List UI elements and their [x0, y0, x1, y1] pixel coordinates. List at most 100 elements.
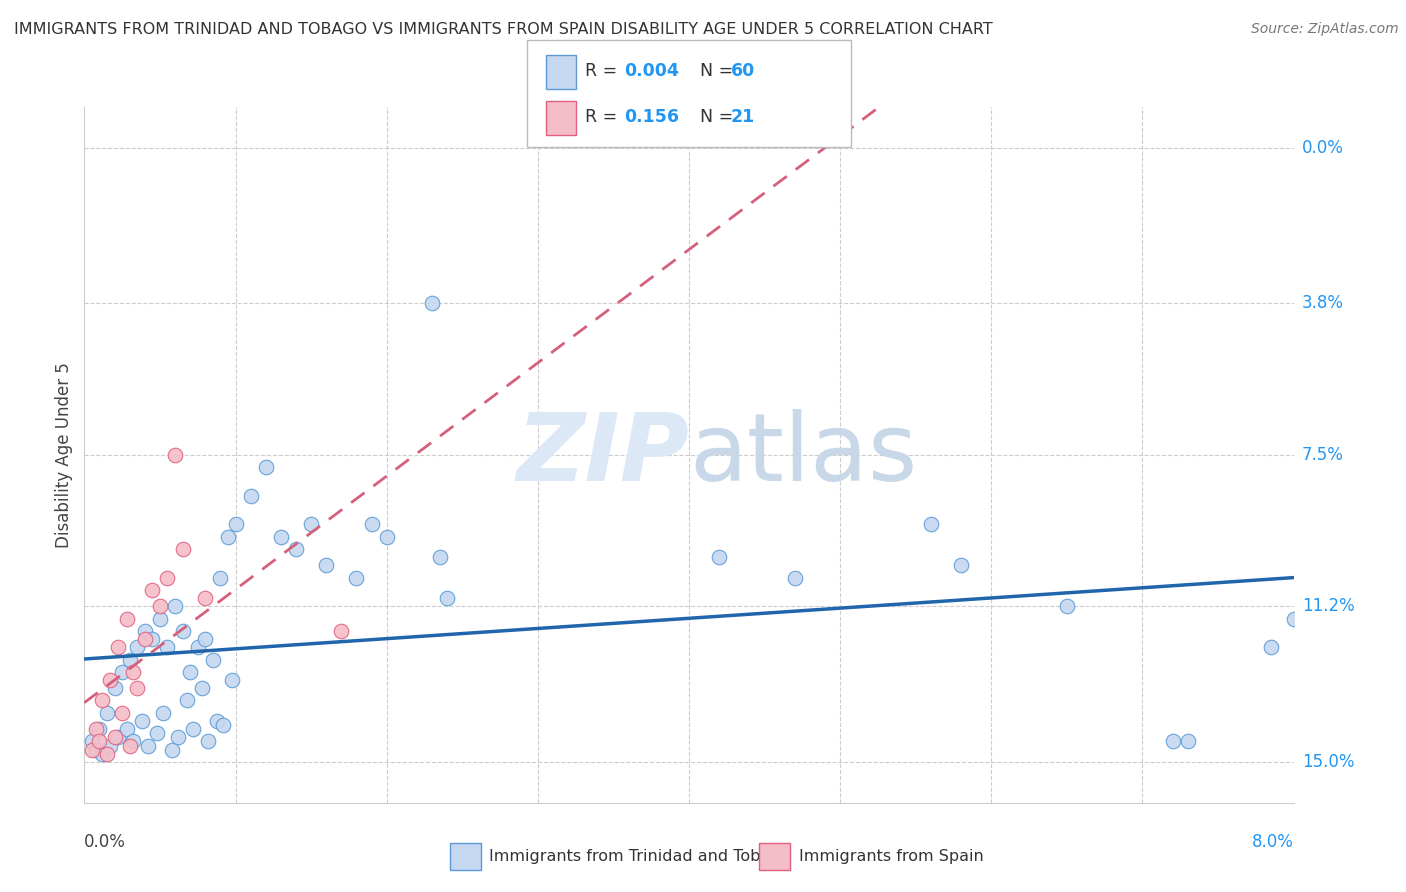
- Point: [115, 612, 138, 626]
- Point: [121, 734, 143, 748]
- Point: [107, 640, 129, 655]
- Point: [207, 714, 229, 728]
- Point: [107, 731, 129, 745]
- Text: IMMIGRANTS FROM TRINIDAD AND TOBAGO VS IMMIGRANTS FROM SPAIN DISABILITY AGE UNDE: IMMIGRANTS FROM TRINIDAD AND TOBAGO VS I…: [14, 22, 993, 37]
- Point: [225, 517, 247, 532]
- Point: [104, 731, 127, 745]
- Point: [254, 460, 277, 475]
- Point: [217, 530, 239, 544]
- Text: N =: N =: [689, 108, 738, 126]
- Point: [152, 706, 174, 720]
- Point: [127, 640, 149, 655]
- Point: [429, 550, 451, 565]
- Point: [375, 530, 398, 544]
- Text: R =: R =: [585, 108, 623, 126]
- Point: [783, 571, 806, 585]
- Point: [1177, 734, 1199, 748]
- Point: [98, 673, 121, 687]
- Point: [194, 591, 217, 606]
- Point: [89, 722, 111, 736]
- Point: [160, 742, 183, 756]
- Text: 0.0%: 0.0%: [84, 833, 127, 851]
- Text: ZIP: ZIP: [516, 409, 689, 501]
- Point: [163, 599, 186, 614]
- Point: [98, 739, 121, 753]
- Text: 15.0%: 15.0%: [1302, 753, 1354, 771]
- Point: [176, 693, 198, 707]
- Point: [950, 558, 973, 573]
- Text: Source: ZipAtlas.com: Source: ZipAtlas.com: [1251, 22, 1399, 37]
- Point: [96, 747, 118, 761]
- Text: atlas: atlas: [689, 409, 917, 501]
- Point: [149, 599, 172, 614]
- Point: [89, 734, 111, 748]
- Text: 0.156: 0.156: [624, 108, 679, 126]
- Point: [270, 530, 292, 544]
- Point: [146, 726, 169, 740]
- Point: [96, 706, 118, 720]
- Text: Immigrants from Spain: Immigrants from Spain: [799, 849, 983, 863]
- Point: [156, 571, 179, 585]
- Point: [197, 734, 219, 748]
- Text: 0.0%: 0.0%: [1302, 139, 1344, 157]
- Text: 11.2%: 11.2%: [1302, 598, 1354, 615]
- Text: 60: 60: [731, 62, 755, 80]
- Point: [284, 542, 308, 557]
- Point: [191, 681, 214, 696]
- Point: [91, 693, 114, 707]
- Text: 21: 21: [731, 108, 755, 126]
- Text: 8.0%: 8.0%: [1251, 833, 1294, 851]
- Text: 3.8%: 3.8%: [1302, 294, 1344, 312]
- Point: [131, 714, 153, 728]
- Point: [709, 550, 731, 565]
- Text: R =: R =: [585, 62, 623, 80]
- Point: [179, 665, 201, 679]
- Point: [163, 448, 186, 462]
- Point: [360, 517, 382, 532]
- Point: [127, 681, 149, 696]
- Point: [167, 731, 190, 745]
- Point: [315, 558, 337, 573]
- Point: [111, 706, 134, 720]
- Point: [187, 640, 209, 655]
- Text: 7.5%: 7.5%: [1302, 446, 1344, 464]
- Point: [104, 681, 127, 696]
- Text: N =: N =: [689, 62, 738, 80]
- Point: [920, 517, 942, 532]
- Point: [172, 542, 194, 557]
- Point: [239, 489, 262, 503]
- Point: [156, 640, 179, 655]
- Point: [86, 722, 108, 736]
- Point: [1260, 640, 1282, 655]
- Point: [1056, 599, 1078, 614]
- Point: [172, 624, 194, 638]
- Point: [118, 652, 141, 666]
- Point: [1161, 734, 1184, 748]
- Point: [91, 747, 114, 761]
- Point: [80, 734, 103, 748]
- Point: [141, 632, 163, 646]
- Point: [212, 718, 235, 732]
- Point: [134, 632, 156, 646]
- Point: [330, 624, 353, 638]
- Point: [221, 673, 243, 687]
- Point: [1282, 612, 1305, 626]
- Point: [420, 296, 443, 310]
- Y-axis label: Disability Age Under 5: Disability Age Under 5: [55, 362, 73, 548]
- Point: [346, 571, 368, 585]
- Point: [118, 739, 141, 753]
- Point: [115, 722, 138, 736]
- Point: [436, 591, 458, 606]
- Text: Immigrants from Trinidad and Tobago: Immigrants from Trinidad and Tobago: [489, 849, 790, 863]
- Point: [80, 742, 103, 756]
- Point: [136, 739, 159, 753]
- Text: 0.004: 0.004: [624, 62, 679, 80]
- Point: [299, 517, 322, 532]
- Point: [149, 612, 172, 626]
- Point: [86, 742, 108, 756]
- Point: [201, 652, 224, 666]
- Point: [121, 665, 143, 679]
- Point: [194, 632, 217, 646]
- Point: [111, 665, 134, 679]
- Point: [209, 571, 232, 585]
